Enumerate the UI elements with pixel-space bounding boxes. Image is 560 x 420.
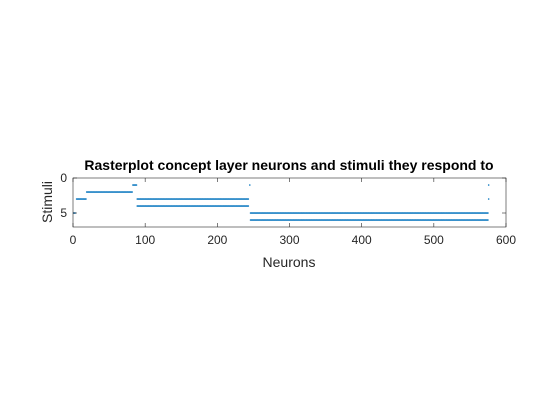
x-tick-label: 0 <box>70 233 77 247</box>
x-tick-label: 300 <box>279 233 299 247</box>
spike-point <box>487 219 489 221</box>
x-axis-ticks: 0 100 200 300 400 500 600 <box>70 178 516 247</box>
raster-segment <box>487 184 490 186</box>
x-tick-label: 500 <box>424 233 444 247</box>
raster-segment <box>249 219 489 221</box>
raster-segment <box>75 198 87 200</box>
y-axis-ticks: 05 <box>60 171 506 220</box>
data-points <box>72 184 490 221</box>
spike-point <box>131 191 133 193</box>
x-tick-label: 100 <box>135 233 155 247</box>
raster-segment <box>487 198 490 200</box>
spike-point <box>247 205 250 207</box>
raster-segment <box>132 184 138 186</box>
x-tick-label: 600 <box>496 233 516 247</box>
raster-segment <box>249 212 489 214</box>
spike-point <box>247 198 250 200</box>
chart-title: Rasterplot concept layer neurons and sti… <box>84 157 493 173</box>
y-tick-label: 5 <box>60 206 67 220</box>
spike-point <box>249 184 251 186</box>
spike-point <box>487 198 490 200</box>
spike-point <box>85 198 87 200</box>
x-axis-label: Neurons <box>263 254 316 270</box>
x-tick-label: 200 <box>207 233 227 247</box>
y-axis-label: Stimuli <box>39 181 55 223</box>
spike-point <box>487 212 489 214</box>
y-tick-label: 0 <box>60 171 67 185</box>
x-tick-label: 400 <box>352 233 372 247</box>
raster-segment <box>136 198 250 200</box>
raster-segment <box>249 184 251 186</box>
raster-segment <box>85 191 133 193</box>
spike-point <box>487 184 490 186</box>
raster-segment <box>136 205 250 207</box>
spike-point <box>135 184 138 186</box>
